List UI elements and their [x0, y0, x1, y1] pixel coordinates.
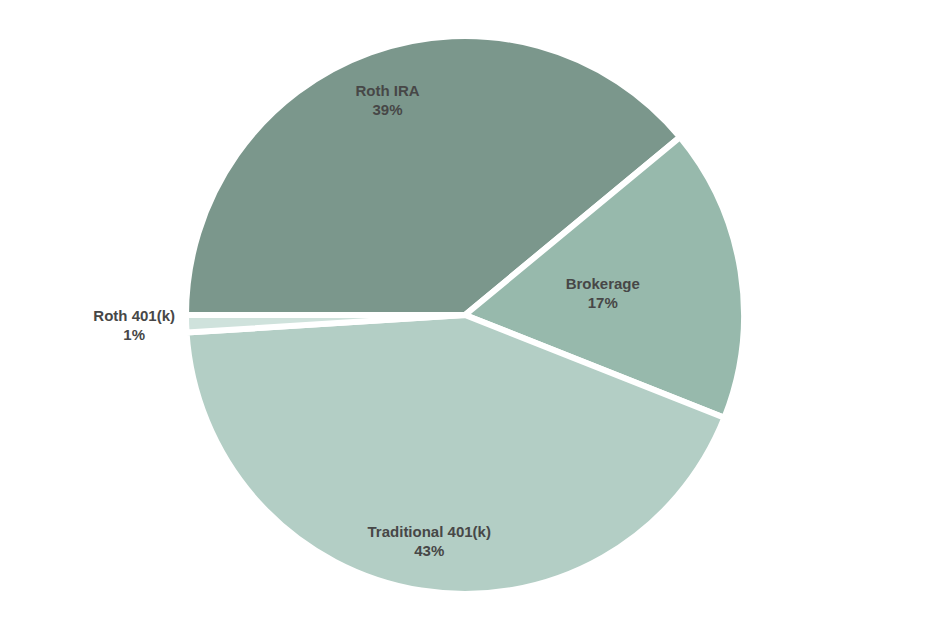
slice-label: Roth IRA [355, 82, 419, 99]
slice-value-label: 1% [123, 326, 145, 343]
chart-container: Roth IRA 39% Brokerage 17% Traditional 401(k… [0, 0, 930, 620]
slice-value-label: 17% [588, 294, 618, 311]
pie [186, 36, 744, 594]
slice-label: Brokerage [566, 275, 640, 292]
slice-value-label: 39% [372, 101, 402, 118]
slice-value-label: 43% [414, 542, 444, 559]
labels: Roth IRA 39% Brokerage 17% Traditional 401(k… [93, 82, 640, 559]
slice-label: Roth 401(k) [93, 307, 175, 324]
pie-slice [187, 315, 725, 594]
chart-svg: Roth IRA 39% Brokerage 17% Traditional 401(k… [0, 0, 930, 620]
pie-slice [186, 315, 465, 333]
slice-label: Traditional 401(k) [368, 523, 491, 540]
